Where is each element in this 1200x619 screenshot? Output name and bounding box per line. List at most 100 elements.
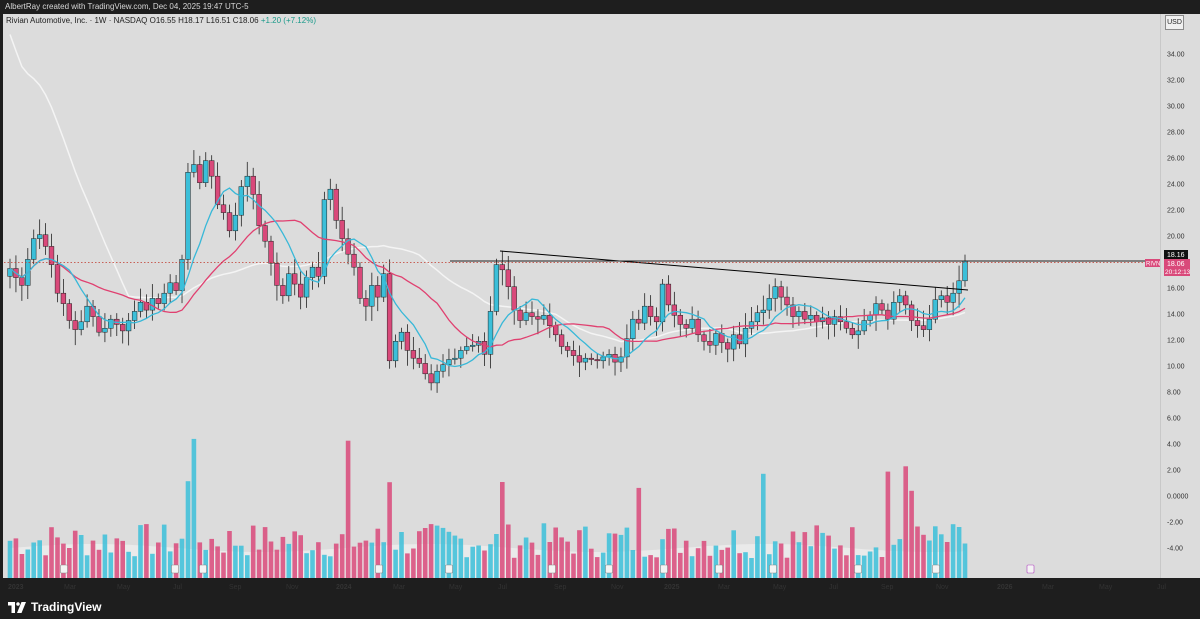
candle-body: [778, 286, 784, 298]
candle-body: [428, 373, 434, 384]
candle-body: [392, 341, 399, 362]
volume-bar: [873, 547, 879, 578]
candle-body: [72, 320, 78, 330]
candle-body: [155, 298, 161, 304]
candle-body: [351, 253, 357, 268]
volume-bar: [144, 524, 149, 578]
candle-body: [624, 338, 630, 358]
volume-bar: [114, 538, 120, 578]
volume-bar: [891, 544, 897, 578]
candle-body: [131, 311, 138, 321]
volume-bar: [707, 555, 713, 578]
candle-body: [671, 304, 677, 316]
volume-bar: [654, 557, 659, 578]
volume-bar: [43, 555, 48, 578]
volume-bar: [784, 557, 790, 578]
candle-body: [309, 266, 316, 278]
y-tick-label: 22.00: [1167, 208, 1185, 215]
candle-body: [511, 286, 517, 311]
volume-bar: [636, 487, 642, 578]
y-tick-label: -4.00: [1167, 546, 1183, 553]
candle-body: [203, 160, 209, 183]
candle-body: [772, 286, 778, 299]
volume-bar: [108, 552, 114, 578]
x-tick-label: Jul: [173, 584, 182, 591]
candle-body: [19, 277, 25, 286]
sma-slow-line: [9, 34, 966, 343]
candle-body: [754, 312, 761, 323]
earnings-marker-icon: [445, 564, 453, 574]
earnings-marker-icon: [60, 564, 68, 574]
volume-bar: [672, 528, 677, 578]
volume-bar: [594, 557, 600, 578]
candle-body: [493, 264, 500, 312]
credit-text: AlbertRay created with TradingView.com, …: [5, 2, 249, 11]
candle-body: [535, 316, 541, 320]
candle-body: [642, 305, 648, 324]
candle-body: [262, 225, 268, 242]
x-tick-label: 2026: [997, 584, 1013, 591]
earnings-marker-icon: [715, 564, 723, 574]
volume-bar: [37, 540, 42, 578]
candle-body: [695, 318, 701, 336]
volume-bar: [547, 542, 553, 578]
currency-button[interactable]: USD: [1165, 15, 1184, 30]
candle-body: [547, 315, 553, 326]
candle-body: [292, 273, 298, 285]
volume-bar: [790, 531, 796, 578]
volume-bar: [737, 553, 742, 578]
candle-body: [481, 341, 488, 355]
candle-body: [505, 269, 511, 287]
candle-body: [636, 318, 642, 324]
price-axis[interactable]: [1160, 14, 1200, 578]
candle-body: [333, 188, 339, 221]
volume-bar: [55, 537, 60, 578]
candle-body: [185, 172, 191, 260]
volume-bar: [13, 538, 19, 578]
x-tick-label: May: [1099, 584, 1113, 591]
x-tick-label: Mar: [718, 584, 731, 591]
volume-bar: [713, 545, 719, 578]
candle-body: [209, 160, 215, 177]
candle-body: [665, 283, 672, 306]
volume-bar: [523, 537, 529, 578]
candle-body: [232, 214, 239, 232]
candle-body: [339, 220, 345, 239]
x-tick-label: 2024: [336, 584, 352, 591]
volume-bar: [583, 526, 588, 578]
x-tick-label: Jul: [498, 584, 507, 591]
volume-bar: [387, 482, 392, 578]
candle-body: [96, 316, 102, 333]
symbol-legend: Rivian Automotive, Inc. · 1W · NASDAQ O1…: [6, 16, 316, 25]
candle-body: [553, 325, 559, 336]
volume-bar: [660, 539, 665, 578]
legend-symbol: Rivian Automotive, Inc. · 1W · NASDAQ: [6, 16, 148, 25]
candle-body: [137, 302, 144, 312]
volume-bar: [262, 527, 268, 578]
candle-body: [48, 246, 55, 265]
volume-bar: [25, 549, 31, 578]
volume-bar: [535, 554, 541, 578]
volume-bar: [393, 549, 398, 578]
candle-body: [564, 346, 571, 351]
candle-body: [707, 341, 713, 346]
high-line-label-bg: [1164, 250, 1188, 259]
candle-body: [843, 321, 850, 329]
brand-label: TradingView: [31, 600, 102, 614]
volume-bar: [933, 526, 938, 578]
volume-bar: [316, 542, 321, 578]
high-line-label: 18.16: [1167, 252, 1185, 259]
volume-bar: [719, 549, 725, 578]
candle-body: [825, 317, 832, 325]
earnings-marker-icon: [660, 564, 668, 574]
volume-bar: [850, 527, 855, 578]
volume-bar: [861, 555, 867, 578]
candle-body: [60, 292, 67, 304]
volume-bar: [838, 545, 843, 578]
candle-body: [956, 280, 962, 294]
candle-body: [725, 342, 731, 350]
candle-body: [197, 164, 203, 183]
volume-bar: [191, 438, 197, 578]
volume-bar: [286, 543, 292, 578]
candle-body: [434, 370, 440, 384]
